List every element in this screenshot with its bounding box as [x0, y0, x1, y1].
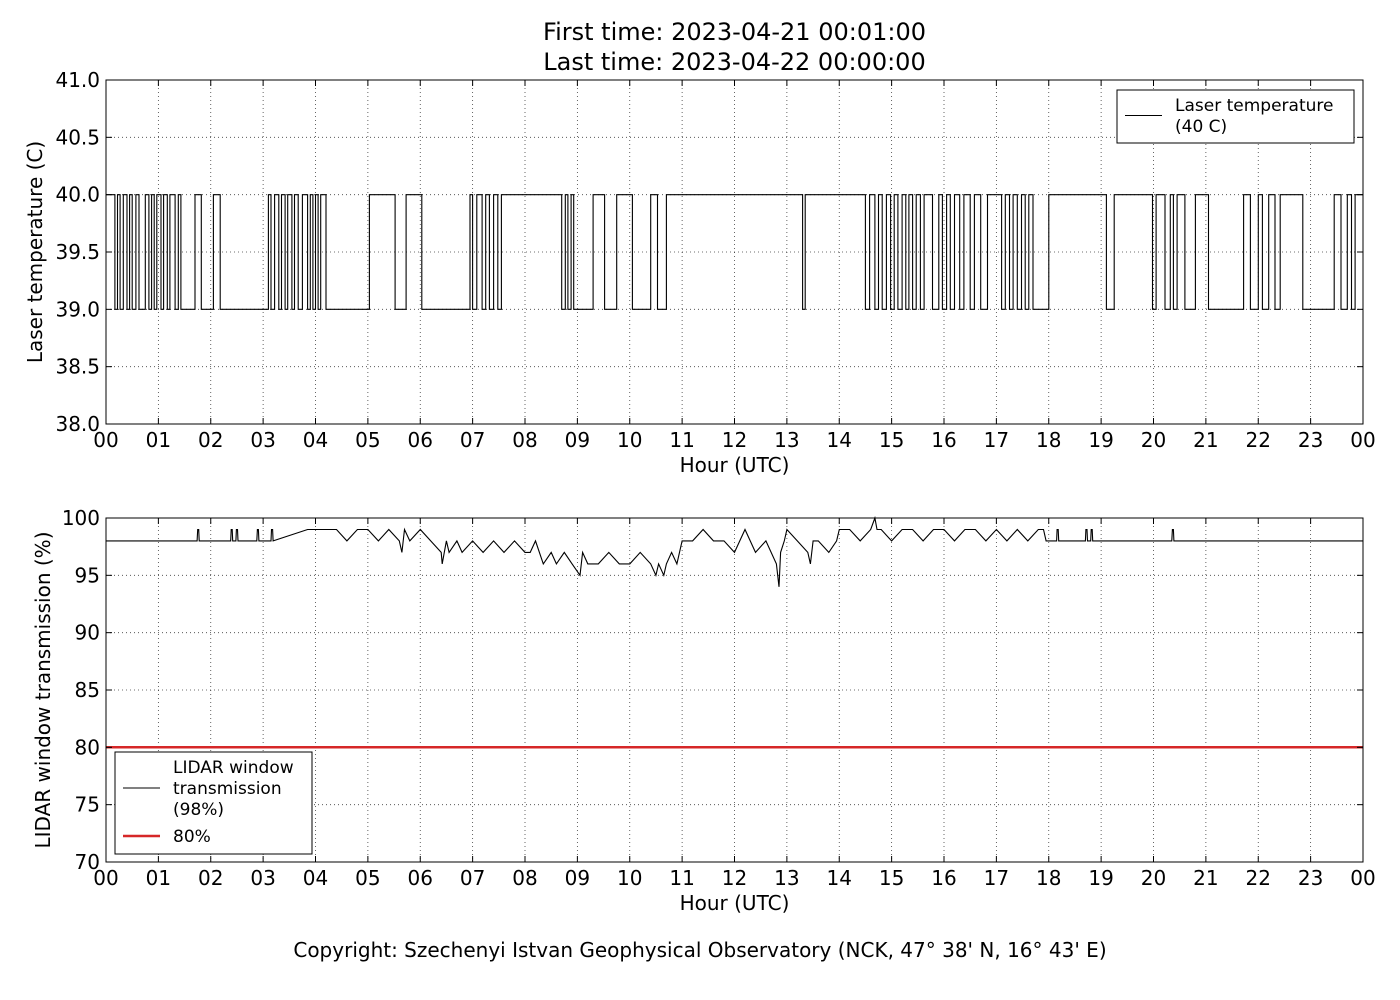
x-tick-label: 19 — [1088, 866, 1113, 890]
x-tick-label: 14 — [827, 428, 852, 452]
x-tick-label: 09 — [565, 866, 590, 890]
x-tick-label: 21 — [1193, 866, 1218, 890]
x-tick-label: 21 — [1193, 428, 1218, 452]
y-tick-label: 80 — [75, 735, 100, 759]
y-axis-label: Laser temperature (C) — [23, 141, 47, 363]
x-tick-label: 13 — [774, 866, 799, 890]
y-tick-label: 40.0 — [55, 183, 100, 207]
y-tick-label: 41.0 — [55, 68, 100, 92]
x-tick-label: 23 — [1298, 428, 1323, 452]
legend-label-1: 80% — [173, 827, 211, 847]
y-tick-label: 100 — [62, 506, 100, 530]
legend-box — [1116, 89, 1355, 144]
x-tick-label: 00 — [93, 428, 118, 452]
x-tick-label: 17 — [984, 428, 1009, 452]
y-tick-label: 70 — [75, 850, 100, 874]
x-tick-label: 22 — [1246, 866, 1271, 890]
x-tick-label: 05 — [355, 866, 380, 890]
y-tick-label: 39.0 — [55, 297, 100, 321]
y-tick-label: 38.0 — [55, 412, 100, 436]
x-tick-label: 15 — [879, 866, 904, 890]
series-line-0 — [106, 515, 1363, 587]
y-tick-label: 38.5 — [55, 355, 100, 379]
x-tick-label: 03 — [250, 866, 275, 890]
x-tick-label: 01 — [146, 428, 171, 452]
x-tick-label: 18 — [1036, 866, 1061, 890]
x-tick-label: 22 — [1246, 428, 1271, 452]
x-tick-label: 13 — [774, 428, 799, 452]
x-tick-label: 10 — [617, 866, 642, 890]
series-line-0 — [106, 194, 1363, 310]
y-axis-label: LIDAR window transmission (%) — [31, 532, 55, 849]
x-tick-label: 07 — [460, 866, 485, 890]
legend: Laser temperature (40 C) — [1116, 89, 1355, 144]
x-tick-label: 00 — [1350, 428, 1375, 452]
x-tick-label: 18 — [1036, 428, 1061, 452]
legend: LIDAR window transmission (98%) 80% — [114, 751, 313, 855]
title-last-time: Last time: 2023-04-22 00:00:00 — [543, 48, 926, 76]
x-tick-label: 04 — [303, 866, 328, 890]
x-tick-label: 04 — [303, 428, 328, 452]
x-tick-label: 16 — [931, 866, 956, 890]
laser-temperature-panel: 00 01 02 03 04 05 06 07 08 09 10 11 12 13 14 15 16 17 18 19… — [23, 68, 1376, 477]
y-tick-label: 39.5 — [55, 240, 100, 264]
x-tick-label: 07 — [460, 428, 485, 452]
legend-label-0: Laser temperature (40 C) — [1175, 96, 1333, 137]
x-tick-label: 23 — [1298, 866, 1323, 890]
x-tick-label: 00 — [1350, 866, 1375, 890]
x-tick-label: 11 — [669, 866, 694, 890]
x-axis-label: Hour (UTC) — [680, 453, 790, 477]
legend-label-0: LIDAR window transmission (98%) — [173, 758, 294, 820]
x-tick-label: 08 — [512, 866, 537, 890]
y-tick-label: 40.5 — [55, 125, 100, 149]
x-tick-label: 03 — [250, 428, 275, 452]
x-tick-label: 02 — [198, 866, 223, 890]
x-tick-label: 02 — [198, 428, 223, 452]
x-tick-label: 20 — [1141, 866, 1166, 890]
x-tick-label: 12 — [722, 428, 747, 452]
x-tick-label: 14 — [827, 866, 852, 890]
x-tick-label: 01 — [146, 866, 171, 890]
x-tick-label: 12 — [722, 866, 747, 890]
lidar-transmission-panel: 00 01 02 03 04 05 06 07 08 09 10 11 12 13 14 15 16 17 18 19… — [31, 506, 1376, 915]
x-tick-label: 06 — [408, 866, 433, 890]
x-tick-label: 05 — [355, 428, 380, 452]
x-tick-label: 16 — [931, 428, 956, 452]
x-tick-label: 00 — [93, 866, 118, 890]
y-tick-label: 90 — [75, 621, 100, 645]
x-tick-label: 06 — [408, 428, 433, 452]
y-tick-label: 75 — [75, 793, 100, 817]
x-tick-label: 19 — [1088, 428, 1113, 452]
x-tick-label: 11 — [669, 428, 694, 452]
x-tick-label: 09 — [565, 428, 590, 452]
x-tick-label: 17 — [984, 866, 1009, 890]
x-axis-label: Hour (UTC) — [680, 891, 790, 915]
x-tick-label: 08 — [512, 428, 537, 452]
x-tick-label: 15 — [879, 428, 904, 452]
copyright-notice: Copyright: Szechenyi Istvan Geophysical … — [293, 938, 1107, 962]
y-tick-label: 95 — [75, 563, 100, 587]
x-tick-label: 10 — [617, 428, 642, 452]
title-first-time: First time: 2023-04-21 00:01:00 — [543, 18, 926, 46]
y-tick-label: 85 — [75, 678, 100, 702]
x-tick-label: 20 — [1141, 428, 1166, 452]
